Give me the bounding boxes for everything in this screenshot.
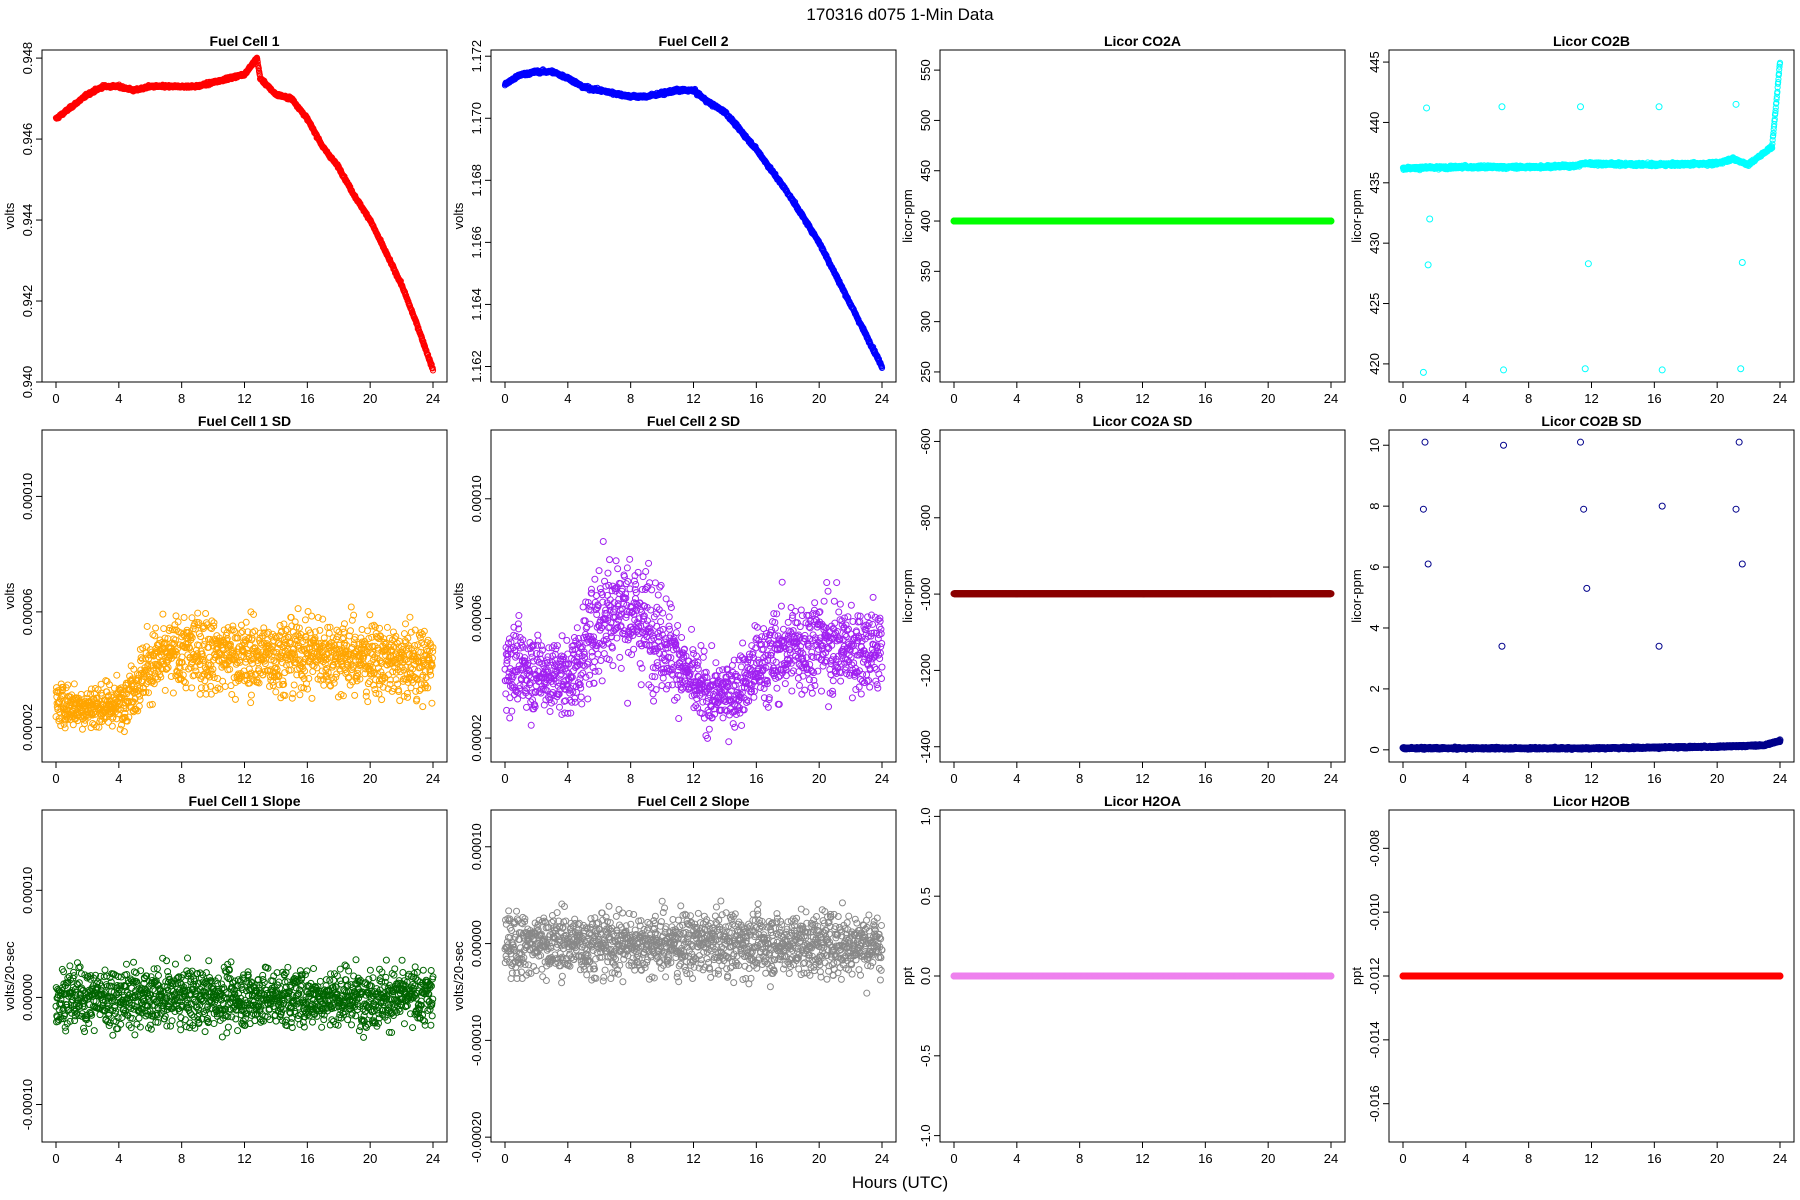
x-tick-label: 8	[1076, 391, 1083, 406]
series-points	[501, 66, 886, 371]
series-points	[1399, 59, 1784, 376]
x-tick-label: 24	[426, 391, 440, 406]
y-axis-label: licor-ppm	[900, 189, 915, 242]
panel-title: Licor CO2B	[1553, 33, 1630, 49]
panel-title: Licor CO2A	[1104, 33, 1181, 49]
y-tick-label: 250	[918, 361, 933, 383]
x-tick-label: 12	[237, 391, 251, 406]
y-axis-label: volts	[451, 202, 466, 229]
y-tick-label: 0.942	[20, 285, 35, 318]
x-tick-label: 4	[564, 391, 571, 406]
x-tick-label: 20	[1710, 391, 1724, 406]
y-axis-label: licor-ppm	[1349, 189, 1364, 242]
plot-frame	[1388, 49, 1795, 383]
y-tick-label: 0.940	[20, 366, 35, 399]
x-tick-label: 16	[749, 391, 763, 406]
panel-co2a: Licor CO2A 0 4 8 12 16 20 24 250 300 350 400 450 500 5…	[900, 33, 1346, 406]
figure-xlabel: Hours (UTC)	[852, 1173, 948, 1192]
x-tick-label: 24	[1324, 391, 1338, 406]
x-tick-label: 16	[1647, 391, 1661, 406]
y-tick-label: 1.162	[469, 350, 484, 383]
panel-co2b: Licor CO2B 0 4 8 12 16 20 24 420 425 430 435 440 445 l…	[1349, 33, 1795, 406]
panel-title: Fuel Cell 1	[209, 33, 279, 49]
figure-title: 170316 d075 1-Min Data	[806, 5, 994, 24]
x-tick-label: 20	[363, 391, 377, 406]
y-tick-label: 0.946	[20, 123, 35, 156]
y-tick-label: 0.944	[20, 204, 35, 237]
x-tick-label: 24	[1773, 391, 1787, 406]
x-tick-label: 8	[178, 391, 185, 406]
y-tick-label: 350	[918, 260, 933, 282]
y-tick-label: 1.172	[469, 40, 484, 73]
y-tick-label: 550	[918, 59, 933, 81]
data-point	[255, 65, 262, 72]
x-tick-label: 16	[300, 391, 314, 406]
y-tick-label: 500	[918, 110, 933, 132]
x-tick-label: 0	[501, 391, 508, 406]
data-point	[254, 55, 261, 62]
y-tick-label: 0.948	[20, 42, 35, 75]
panel-fc1: Fuel Cell 1 0 4 8 12 16 20 24 0.940 0.942 0.944 0.9…	[2, 33, 448, 406]
y-tick-label: 430	[1367, 232, 1382, 254]
y-tick-label: 1.164	[469, 288, 484, 321]
series-points	[52, 54, 437, 374]
x-tick-label: 12	[686, 391, 700, 406]
x-tick-label: 20	[812, 391, 826, 406]
panels: Fuel Cell 1 0 4 8 12 16 20 24 0.940 0.942 0.944 0.9…	[2, 33, 1795, 1166]
panel-fc2: Fuel Cell 2 0 4 8 12 16 20 24 1.162 1.164 1.166 1.1…	[451, 33, 897, 406]
x-tick-label: 8	[627, 391, 634, 406]
y-tick-label: 420	[1367, 353, 1382, 375]
x-tick-label: 4	[1013, 391, 1020, 406]
y-tick-label: 1.168	[469, 164, 484, 197]
y-tick-label: 1.170	[469, 102, 484, 135]
y-tick-label: 400	[918, 210, 933, 232]
x-tick-label: 12	[1135, 391, 1149, 406]
plot-frame	[490, 49, 897, 383]
plot-frame	[939, 49, 1346, 383]
x-tick-label: 20	[1261, 391, 1275, 406]
y-tick-label: 1.166	[469, 226, 484, 259]
x-tick-label: 0	[950, 391, 957, 406]
x-tick-label: 12	[1584, 391, 1598, 406]
y-tick-label: 300	[918, 311, 933, 333]
x-tick-label: 4	[115, 391, 122, 406]
y-tick-label: 440	[1367, 112, 1382, 134]
x-tick-label: 4	[1462, 391, 1469, 406]
y-tick-label: 435	[1367, 172, 1382, 194]
panel-title: Fuel Cell 2	[658, 33, 728, 49]
y-axis-label: volts	[2, 202, 17, 229]
y-tick-label: 445	[1367, 51, 1382, 73]
x-tick-label: 0	[52, 391, 59, 406]
plot-frame	[41, 49, 448, 383]
x-tick-label: 8	[1525, 391, 1532, 406]
x-tick-label: 16	[1198, 391, 1212, 406]
y-tick-label: 425	[1367, 293, 1382, 315]
x-tick-label: 24	[875, 391, 889, 406]
x-tick-label: 0	[1399, 391, 1406, 406]
series-points	[950, 217, 1335, 225]
y-tick-label: 450	[918, 160, 933, 182]
